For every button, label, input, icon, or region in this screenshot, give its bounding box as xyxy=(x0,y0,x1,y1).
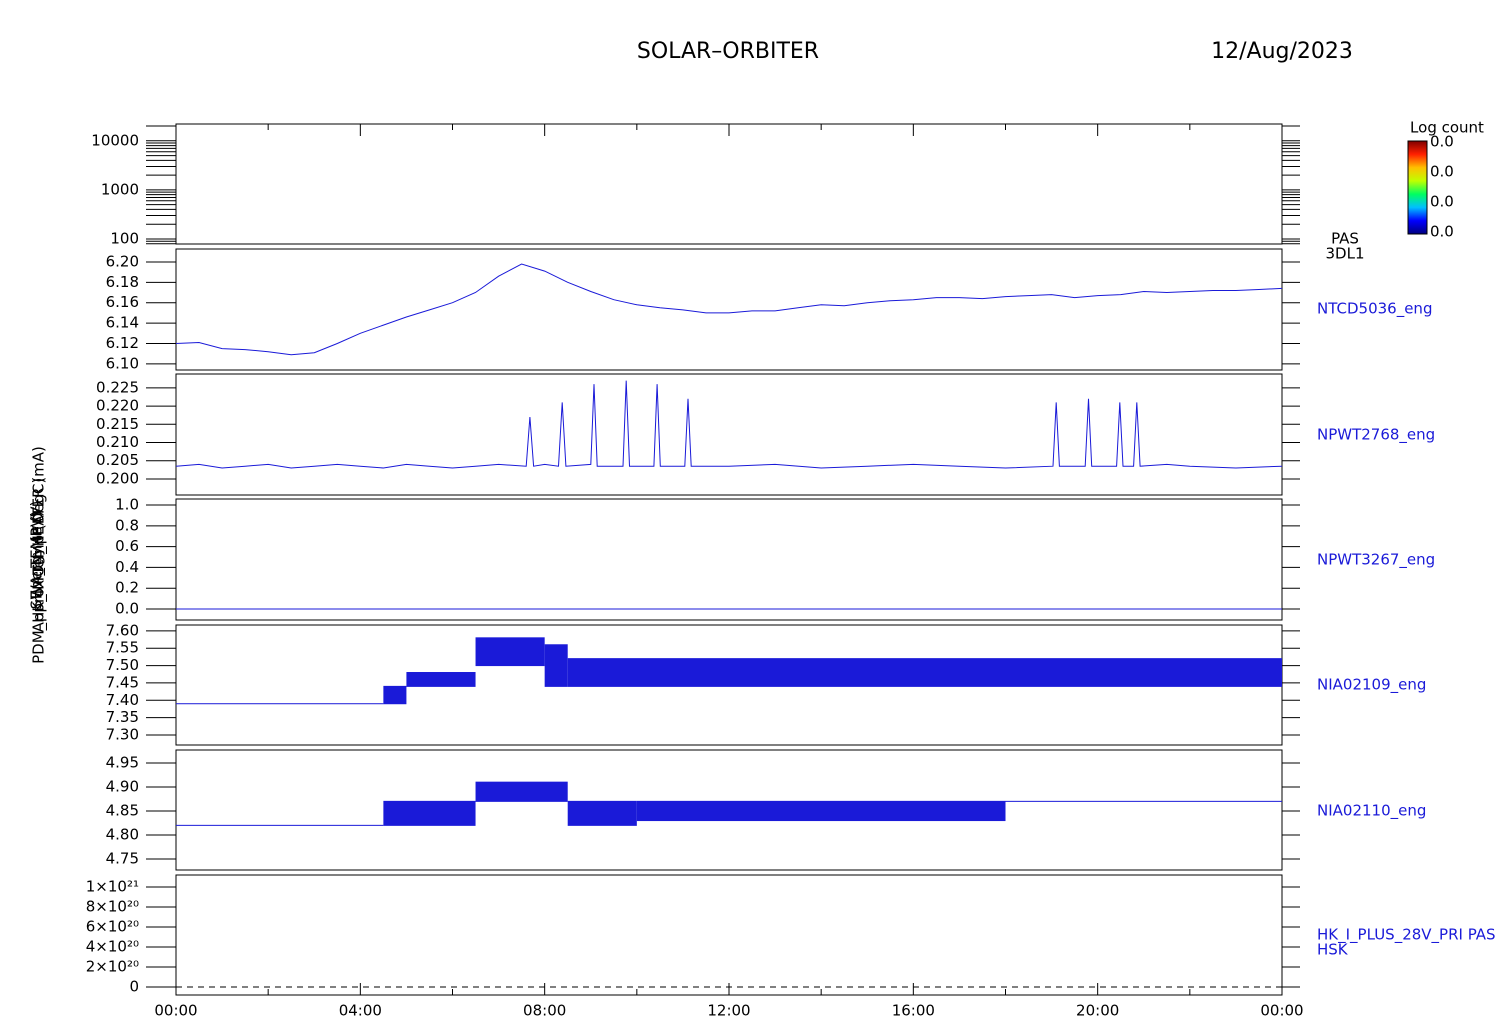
range-band xyxy=(383,800,476,826)
y-tick-label: 0.6 xyxy=(115,537,139,555)
panel-frame xyxy=(175,248,1283,371)
y-tick-label: 4.95 xyxy=(106,753,139,771)
range-band xyxy=(544,644,568,687)
x-tick-label: 00:00 xyxy=(1260,1002,1303,1020)
panel-frame xyxy=(175,373,1283,496)
y-tick-label: 6.10 xyxy=(106,354,139,372)
panel-frame xyxy=(175,498,1283,621)
x-tick-label: 16:00 xyxy=(892,1002,935,1020)
range-band xyxy=(567,800,637,826)
colorbar-label: 0.0 xyxy=(1430,223,1454,241)
y-tick-label: 4.80 xyxy=(106,825,139,843)
panel-frame xyxy=(175,123,1283,245)
x-tick-label: 20:00 xyxy=(1076,1002,1119,1020)
y-tick-label: 1×10²¹ xyxy=(86,878,139,896)
y-tick-label: 0.0 xyxy=(115,599,139,617)
y-tick-label: 6.20 xyxy=(106,252,139,270)
colorbar-label: 0.0 xyxy=(1430,163,1454,181)
y-tick-label: 0 xyxy=(129,978,139,996)
x-tick-label: 04:00 xyxy=(339,1002,382,1020)
y-tick-label: 6.12 xyxy=(106,334,139,352)
y-axis-label: Approx Temp (DegC) xyxy=(30,478,48,633)
data-line xyxy=(176,380,1282,469)
y-axis-label: Energy (eV) xyxy=(28,511,46,599)
date: 12/Aug/2023 xyxy=(1211,39,1353,64)
panel-label: NPWT3267_eng xyxy=(1317,551,1435,570)
range-band xyxy=(567,658,1282,687)
panel-label: 3DL1 xyxy=(1326,245,1365,263)
y-tick-label: 7.40 xyxy=(106,691,139,709)
range-band xyxy=(406,672,476,687)
y-tick-label: 4×10²⁰ xyxy=(86,938,139,956)
y-tick-label: 6×10²⁰ xyxy=(86,918,139,936)
panel-label: NIA02109_eng xyxy=(1317,676,1426,695)
y-tick-label: 7.30 xyxy=(106,725,139,743)
y-tick-label: 2×10²⁰ xyxy=(86,958,139,976)
y-tick-label: 10000 xyxy=(91,131,139,149)
y-tick-label: 8×10²⁰ xyxy=(86,898,139,916)
range-band xyxy=(636,800,1006,822)
y-tick-label: 0.215 xyxy=(96,415,139,433)
y-tick-label: 4.85 xyxy=(106,801,139,819)
y-tick-label: 4.90 xyxy=(106,777,139,795)
panel-frame xyxy=(175,874,1283,996)
y-tick-label: 0.220 xyxy=(96,397,139,415)
panel-label: NPWT2768_eng xyxy=(1317,426,1435,445)
y-tick-label: 0.225 xyxy=(96,378,139,396)
range-band xyxy=(475,637,545,667)
y-tick-label: 4.75 xyxy=(106,849,139,867)
y-axis-label: SWA_TEMP (V) xyxy=(28,501,47,610)
y-tick-label: 7.55 xyxy=(106,639,139,657)
range-band xyxy=(176,824,384,826)
colorbar-label: 0.0 xyxy=(1430,193,1454,211)
y-tick-label: 0.205 xyxy=(96,451,139,469)
x-tick-label: 08:00 xyxy=(523,1002,566,1020)
panel-label: NTCD5036_eng xyxy=(1317,300,1432,319)
y-tick-label: 1.0 xyxy=(115,496,139,514)
panel-label: HK_I_PLUS_28V_PRI PAS xyxy=(1317,926,1496,945)
y-tick-label: 6.16 xyxy=(106,293,139,311)
y-tick-label: 7.45 xyxy=(106,673,139,691)
y-tick-label: 100 xyxy=(110,229,139,247)
colorbar-label: 0.0 xyxy=(1430,133,1454,151)
panel-label: PAS xyxy=(1331,230,1359,248)
x-tick-label: 12:00 xyxy=(707,1002,750,1020)
range-band xyxy=(176,703,384,705)
panel-frame xyxy=(175,749,1283,871)
y-tick-label: 0.200 xyxy=(96,469,139,487)
chart-title: SOLAR–ORBITER xyxy=(637,39,819,64)
y-tick-label: 6.14 xyxy=(106,314,139,332)
y-tick-label: 6.18 xyxy=(106,273,139,291)
y-tick-label: 7.50 xyxy=(106,656,139,674)
y-tick-label: 0.8 xyxy=(115,516,139,534)
colorbar-title: Log count xyxy=(1410,119,1484,137)
range-band xyxy=(383,685,407,705)
x-tick-label: 00:00 xyxy=(154,1002,197,1020)
data-line xyxy=(176,263,1282,356)
y-tick-label: 0.210 xyxy=(96,433,139,451)
y-tick-label: 7.35 xyxy=(106,708,139,726)
range-band xyxy=(1005,800,1282,802)
panel-label: HSK xyxy=(1317,941,1349,959)
y-tick-label: 7.60 xyxy=(106,621,139,639)
panel-label: NIA02110_eng xyxy=(1317,802,1426,821)
y-tick-label: 0.2 xyxy=(115,579,139,597)
range-band xyxy=(475,781,568,802)
y-tick-label: 0.4 xyxy=(115,558,139,576)
colorbar xyxy=(1407,140,1428,235)
y-tick-label: 1000 xyxy=(101,180,139,198)
y-axis-label: PDM_HK_IMON_HEATER (mA) xyxy=(30,446,49,664)
